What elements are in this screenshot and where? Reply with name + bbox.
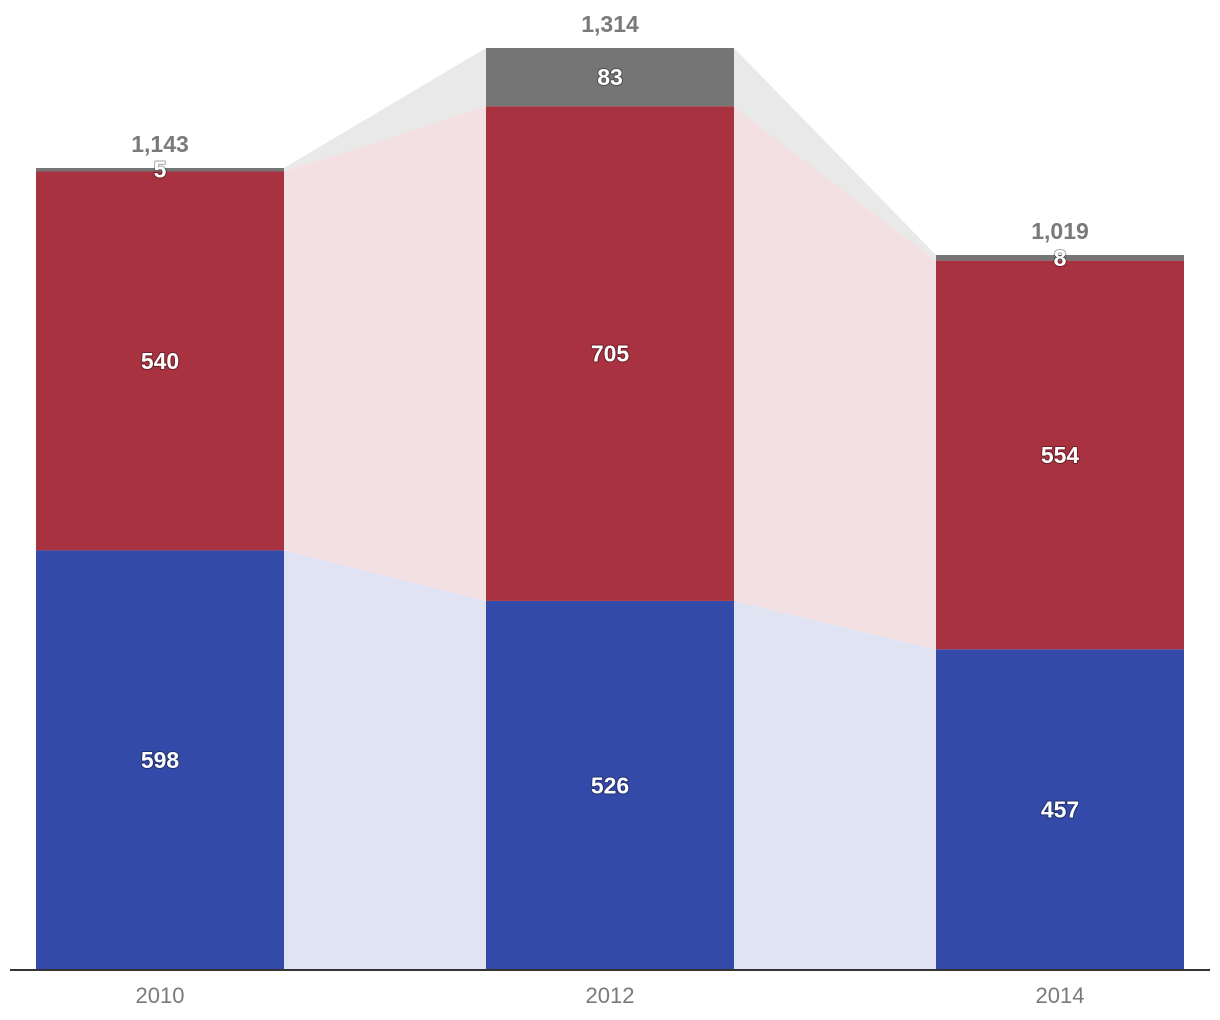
connector-band xyxy=(734,48,936,261)
total-value-label: 1,143 xyxy=(131,131,189,157)
segment-value-label: 554 xyxy=(1041,442,1080,468)
connector-band xyxy=(734,600,936,970)
bar-segment xyxy=(936,649,1184,970)
bar-segment xyxy=(486,106,734,601)
bar-stacks xyxy=(36,48,1184,970)
data-labels: 598 540 5 526 705 83 457 554 8 xyxy=(140,63,1081,824)
segment-value-label: 526 xyxy=(591,772,629,798)
bar-segment xyxy=(486,600,734,970)
x-axis-tick-labels: 2010 2012 2014 xyxy=(136,983,1085,1008)
connector-bands xyxy=(284,48,936,970)
bar-segment xyxy=(36,167,284,172)
total-value-label: 1,314 xyxy=(581,11,639,37)
bar-segment xyxy=(936,260,1184,650)
segment-value-label: 705 xyxy=(591,341,630,367)
segment-value-label: 83 xyxy=(597,64,623,90)
connector-band xyxy=(284,106,486,601)
segment-value-label: 540 xyxy=(141,348,179,374)
bar-segment xyxy=(36,550,284,970)
connector-band xyxy=(734,106,936,650)
connector-band xyxy=(284,550,486,970)
bar-segment xyxy=(36,171,284,551)
total-value-label: 1,019 xyxy=(1031,218,1089,244)
total-labels: 1,143 1,314 1,019 xyxy=(131,11,1089,244)
bar-segment xyxy=(486,48,734,107)
x-tick-label: 2014 xyxy=(1036,983,1085,1008)
x-tick-label: 2010 xyxy=(136,983,185,1008)
bar-segment xyxy=(936,254,1184,261)
segment-value-label: 8 xyxy=(1054,245,1067,271)
segment-value-label: 5 xyxy=(154,157,167,183)
segment-value-label: 598 xyxy=(141,747,180,773)
segment-value-label: 457 xyxy=(1041,797,1079,823)
connector-band xyxy=(284,48,486,172)
x-tick-label: 2012 xyxy=(586,983,635,1008)
